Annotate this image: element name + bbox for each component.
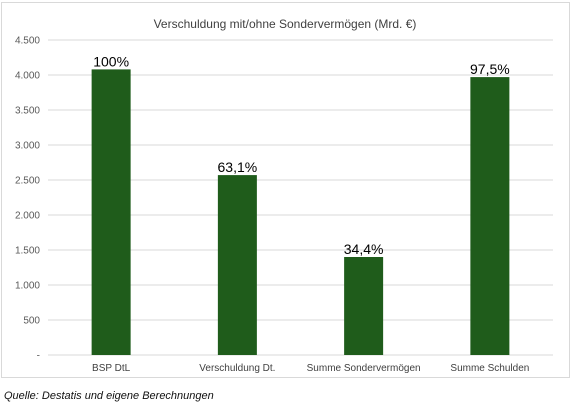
- y-tick-label: 4.500: [15, 36, 40, 47]
- source-note: Quelle: Destatis und eigene Berechnungen: [4, 390, 214, 402]
- data-label: 97,5%: [470, 61, 510, 77]
- y-tick-label: 3.000: [15, 141, 40, 152]
- chart-title: Verschuldung mit/ohne Sondervermögen (Mr…: [154, 17, 417, 31]
- y-tick-label: 4.000: [15, 71, 40, 82]
- bar-chart: Verschuldung mit/ohne Sondervermögen (Mr…: [15, 17, 553, 374]
- category-label: Summe Schulden: [450, 363, 529, 374]
- data-label: 34,4%: [344, 241, 384, 257]
- grid-lines: [48, 39, 553, 356]
- data-labels: 100% 63,1% 34,4% 97,5%: [93, 53, 510, 257]
- y-tick-label: 1.000: [15, 281, 40, 292]
- bar: [91, 69, 131, 356]
- category-label: Verschuldung Dt.: [199, 363, 275, 374]
- y-tick-label: 1.500: [15, 246, 40, 257]
- y-tick-label: 3.500: [15, 106, 40, 117]
- y-tick-label: -: [37, 351, 40, 362]
- data-label: 100%: [93, 53, 129, 69]
- category-label: BSP DtL: [92, 363, 131, 374]
- y-tick-label: 2.500: [15, 176, 40, 187]
- y-tick-label: 2.000: [15, 211, 40, 222]
- bar: [470, 77, 510, 355]
- y-axis-tick-labels: - 500 1.000 1.500 2.000 2.500 3.000 3.500 4.000 4…: [15, 36, 40, 362]
- category-labels: BSP DtL Verschuldung Dt. Summe Sondervermö…: [92, 363, 529, 374]
- chart-frame: Verschuldung mit/ohne Sondervermögen (Mr…: [1, 2, 570, 378]
- data-label: 63,1%: [218, 159, 258, 175]
- bar: [217, 175, 257, 355]
- bars: [91, 69, 510, 356]
- y-tick-label: 500: [23, 316, 40, 327]
- category-label: Summe Sondervermögen: [307, 363, 421, 374]
- bar: [344, 257, 384, 355]
